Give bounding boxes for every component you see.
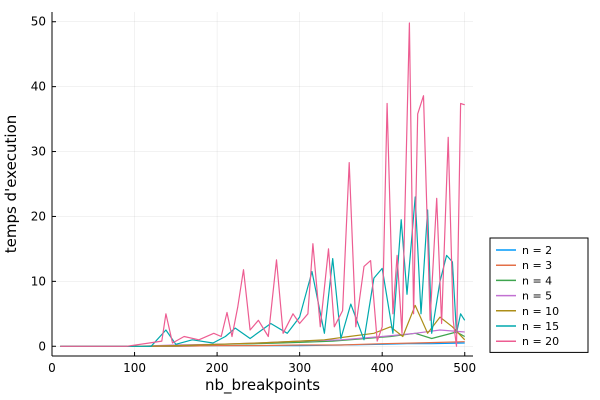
x-tick-label: 0	[48, 361, 56, 375]
y-tick-label: 50	[31, 15, 46, 29]
y-tick-label: 20	[31, 209, 46, 223]
y-tick-label: 0	[38, 339, 46, 353]
legend: n = 2 n = 3 n = 4 n = 5 n = 10 n = 15 n = 20	[489, 237, 589, 353]
x-tick-label: 100	[123, 361, 146, 375]
y-tick-label: 10	[31, 274, 46, 288]
plot-area	[60, 22, 466, 347]
series-line	[60, 196, 466, 347]
series-line	[60, 304, 466, 347]
x-tick-label: 300	[288, 361, 311, 375]
legend-entry: n = 4	[522, 274, 552, 287]
axes	[51, 12, 473, 357]
x-tick-label: 400	[371, 361, 394, 375]
x-tick-label: 500	[453, 361, 476, 375]
legend-entry: n = 10	[522, 305, 559, 318]
legend-entry: n = 2	[522, 244, 552, 257]
legend-entry: n = 3	[522, 259, 552, 272]
legend-entry: n = 15	[522, 320, 559, 333]
legend-entry: n = 20	[522, 335, 559, 348]
tick-labels: 0 100 200 300 400 500 0 10 20 30 40 50	[31, 15, 476, 375]
y-tick-label: 30	[31, 145, 46, 159]
series-line	[60, 22, 465, 347]
x-axis-label: nb_breakpoints	[205, 376, 320, 395]
y-tick-label: 40	[31, 80, 46, 94]
x-tick-label: 200	[206, 361, 229, 375]
y-axis-label: temps d'execution	[2, 115, 20, 254]
legend-entry: n = 5	[522, 290, 552, 303]
